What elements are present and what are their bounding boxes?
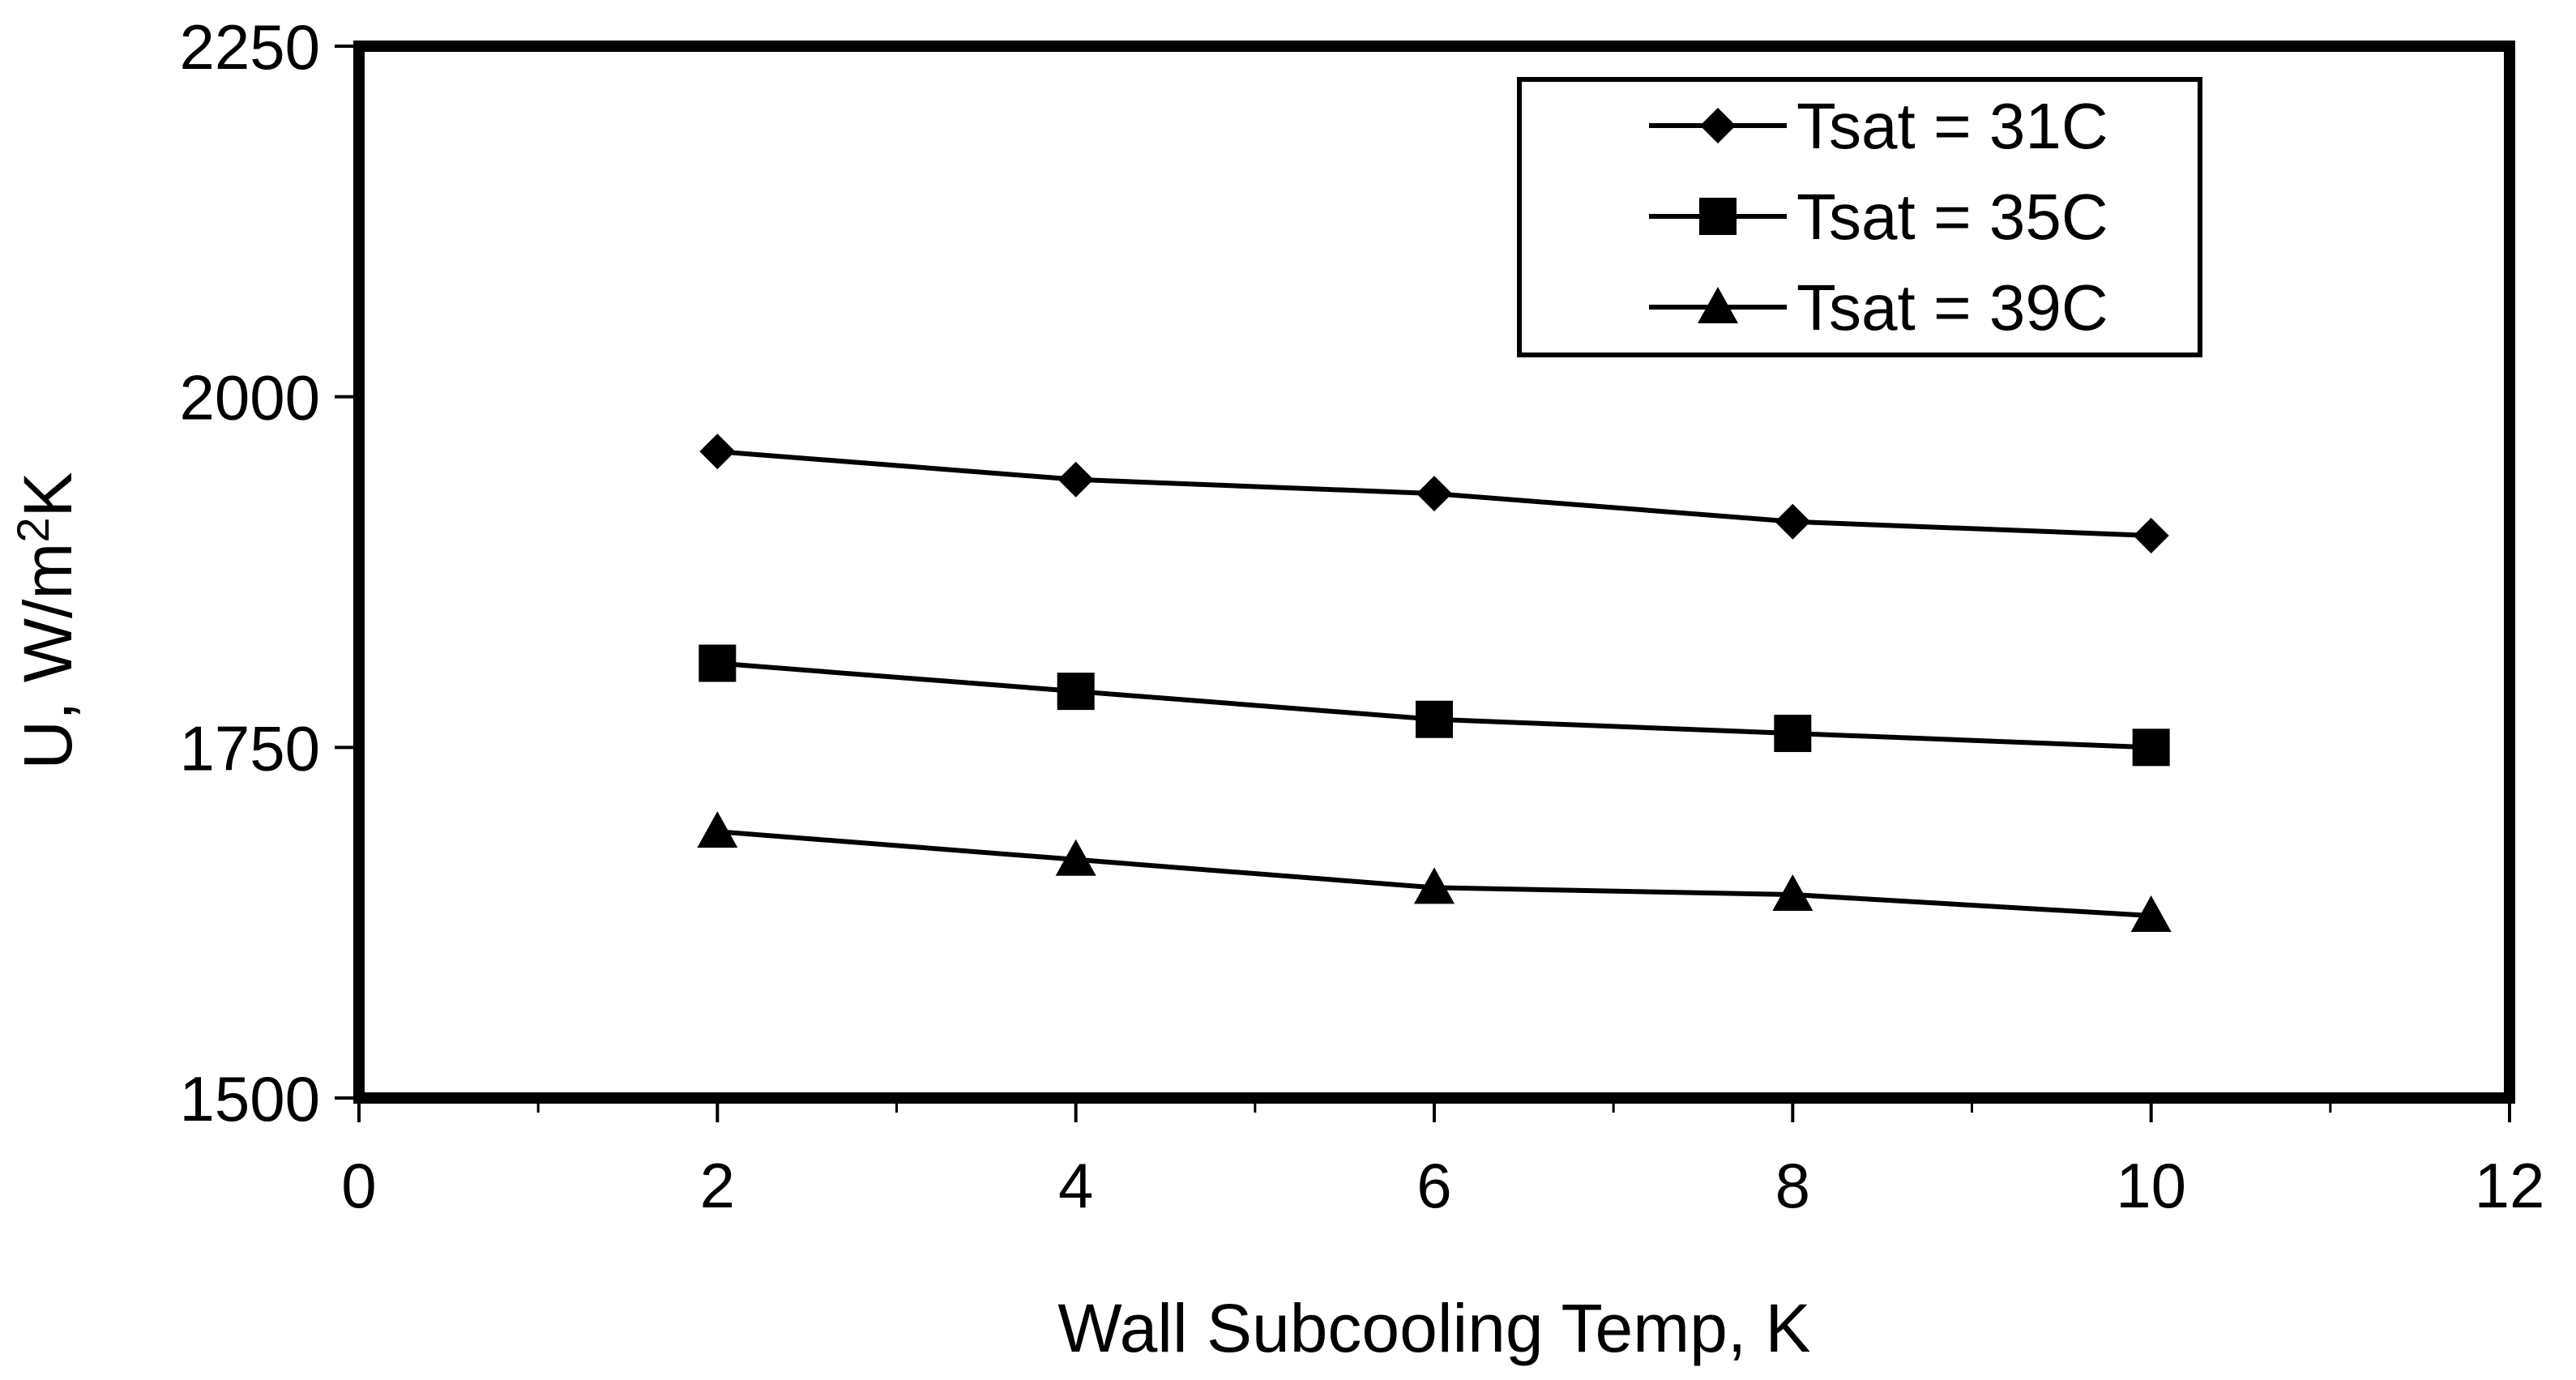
- legend-items: Tsat = 31C Tsat = 35C Tsat = 39C: [1649, 90, 2108, 344]
- y-tick-label: 2250: [179, 11, 320, 83]
- legend-marker-diamond: [1700, 108, 1736, 143]
- data-point-diamond: [1775, 503, 1811, 540]
- legend-label: Tsat = 39C: [1796, 271, 2108, 344]
- series-2: [698, 644, 2170, 767]
- legend-item: Tsat = 31C: [1649, 90, 2108, 162]
- data-point-triangle: [2130, 895, 2172, 933]
- y-tick-label: 1500: [179, 1063, 320, 1134]
- data-point-triangle: [1414, 867, 1455, 904]
- series-layer: [697, 434, 2172, 933]
- y-axis: 1500 1750 2000 2250: [179, 11, 359, 1134]
- legend: Tsat = 31C Tsat = 35C Tsat = 39C: [1517, 77, 2202, 357]
- data-point-square: [2132, 728, 2170, 767]
- legend-item: Tsat = 35C: [1649, 181, 2108, 253]
- x-tick-label: 2: [700, 1150, 735, 1221]
- data-point-square: [1057, 673, 1095, 711]
- legend-label: Tsat = 31C: [1796, 90, 2108, 162]
- data-point-triangle: [697, 811, 738, 848]
- y-axis-title: U, W/m2K: [7, 472, 86, 769]
- legend-label: Tsat = 35C: [1796, 181, 2108, 253]
- data-point-diamond: [1057, 461, 1094, 498]
- data-point-triangle: [1772, 874, 1813, 912]
- legend-marker-square: [1699, 198, 1737, 235]
- legend-box: [1517, 77, 2202, 357]
- x-tick-label: 10: [2116, 1150, 2186, 1221]
- y-tick-label: 1750: [179, 712, 320, 784]
- data-point-diamond: [699, 434, 736, 470]
- y-axis-title-superscript: 2: [7, 517, 58, 542]
- x-tick-label: 4: [1058, 1150, 1093, 1221]
- data-point-square: [1416, 700, 1453, 738]
- series-1: [699, 434, 2169, 554]
- x-axis: 0 2 4 6 8 10 12: [341, 1098, 2544, 1221]
- data-point-square: [1774, 715, 1812, 753]
- data-point-diamond: [1416, 476, 1452, 512]
- y-axis-title-tail: K: [10, 472, 86, 517]
- x-tick-label: 6: [1416, 1150, 1451, 1221]
- legend-item: Tsat = 39C: [1649, 271, 2108, 344]
- y-tick-label: 2000: [179, 362, 320, 434]
- series-3: [697, 811, 2172, 933]
- x-tick-label: 12: [2475, 1150, 2545, 1221]
- y-axis-title-main: U, W/m: [10, 543, 86, 770]
- data-point-square: [698, 644, 737, 682]
- legend-marker-triangle: [1698, 287, 1738, 323]
- data-point-triangle: [1055, 839, 1096, 876]
- x-axis-title: Wall Subcooling Temp, K: [1057, 1290, 1810, 1366]
- x-tick-label: 8: [1775, 1150, 1810, 1221]
- x-tick-label: 0: [341, 1150, 376, 1221]
- data-point-diamond: [2133, 518, 2169, 554]
